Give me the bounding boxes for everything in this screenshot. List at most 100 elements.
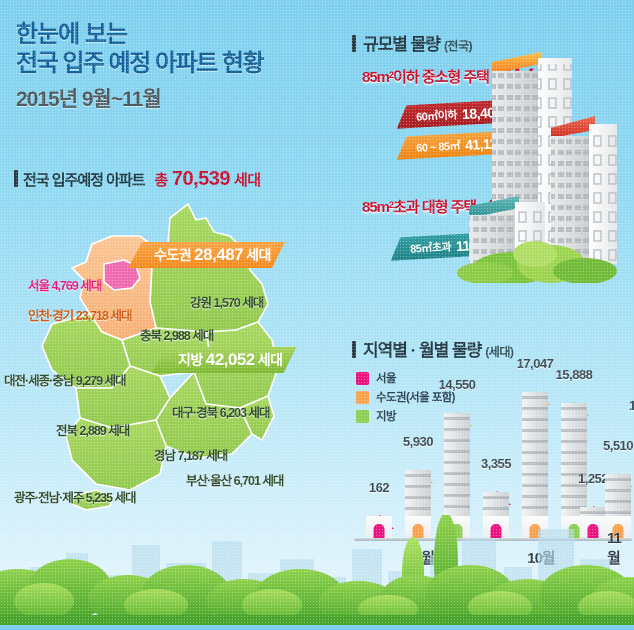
bar-nov-sudogwon: 5,510 — [603, 438, 634, 538]
total-prefix: 총 — [154, 172, 169, 189]
header-line-1: 한눈에 보는 — [16, 21, 128, 48]
map-label-gangwon: 강원 1,570 세대 — [190, 296, 264, 310]
page-header: 한눈에 보는 전국 입주 예정 아파트 현황 2015년 9월~11월 — [16, 20, 346, 113]
total-unit: 세대 — [234, 172, 261, 189]
header-line-2: 전국 입주 예정 아파트 현황 — [16, 50, 265, 78]
bar-value-nov-seoul: 1,252 — [577, 471, 609, 486]
map-label-gyeongbuk: 대구·경북 6,203 세대 — [172, 406, 270, 420]
map-label-jeonbuk: 전북 2,889 세대 — [56, 424, 130, 438]
bar-sep-sudogwon: 5,930 — [403, 434, 434, 538]
total-label: 전국 입주예정 아파트 — [23, 172, 146, 189]
map-banner-sudogwon-name: 수도권 — [154, 247, 192, 263]
bar-door — [373, 524, 385, 538]
section-bar-icon — [352, 35, 356, 52]
chart-heading: 지역별 · 월별 물량 (세대) — [352, 336, 634, 361]
bar-value-sep-sudogwon: 5,930 — [402, 434, 434, 449]
total-number: 70,539 — [171, 168, 231, 190]
stat-small-text2: 이하 중소형 주택 — [393, 69, 490, 86]
section-bar-icon — [14, 170, 18, 187]
map-banner-sudogwon-value: 28,487 — [194, 245, 244, 264]
bar-base — [580, 516, 606, 538]
stat-large-text2: 초과 대형 주택 — [393, 199, 477, 216]
building-mid — [551, 116, 617, 264]
bar-value-nov-jibang: 11,614 — [628, 398, 634, 413]
bar-shaft — [561, 403, 587, 516]
map-banner-sudogwon-unit: 세대 — [246, 247, 271, 263]
bar-oct-sudogwon: 17,047 — [517, 356, 554, 538]
map-banner-jibang: 지방 42,052 세대 — [152, 347, 297, 373]
shrub-cluster — [457, 241, 617, 284]
map-region-busan — [239, 395, 275, 441]
map-region-jeju — [71, 489, 113, 511]
chart-legend: 서울 수도권(서울 포함) 지방 — [356, 370, 456, 427]
ribbon-60-to-85-label: 60 ~ 85㎡ — [415, 139, 461, 155]
bar-door — [451, 524, 463, 538]
legend-item-sudogwon: 수도권(서울 포함) — [356, 389, 456, 405]
bar-shaft — [522, 392, 548, 516]
map-banner-jibang-name: 지방 — [178, 352, 203, 368]
bar-value-oct-seoul: 3,355 — [480, 456, 512, 471]
city-skyline-scenery — [0, 513, 634, 627]
ribbon-under-60-label: 60㎡이하 — [415, 108, 458, 124]
legend-swatch-sudogwon — [356, 390, 369, 404]
total-summary: 전국 입주예정 아파트 총 70,539 세대 — [14, 168, 261, 191]
bar-shaft — [605, 474, 631, 516]
legend-item-jibang: 지방 — [356, 408, 455, 424]
legend-swatch-seoul — [356, 371, 369, 385]
bar-door — [490, 524, 502, 538]
bar-value-sep-jibang: 14,550 — [438, 377, 476, 392]
map-banner-jibang-unit: 세대 — [257, 352, 283, 368]
map-banner-sudogwon: 수도권 28,487 세대 — [128, 242, 285, 268]
bar-sep-seoul: 162 — [366, 480, 394, 538]
bar-shaft — [483, 492, 509, 516]
bar-door — [529, 524, 541, 538]
map-label-gyeongnam: 경남 7,187 세대 — [154, 449, 228, 463]
legend-label-jibang: 지방 — [376, 411, 397, 423]
bar-nov-seoul: 1,252 — [578, 471, 609, 538]
apartment-illustration — [455, 38, 630, 288]
bar-value-sep-seoul: 162 — [368, 480, 390, 495]
bar-shaft — [405, 470, 431, 516]
header-period: 2015년 9월~11월 — [16, 87, 162, 111]
map-region-gangwon — [149, 203, 269, 333]
legend-swatch-jibang — [356, 409, 369, 423]
map-label-jeonnam: 광주·전남·제주 5,235 세대 — [14, 491, 137, 505]
bar-shaft — [444, 413, 470, 516]
legend-item-seoul: 서울 — [356, 370, 455, 386]
chart-heading-title: 지역별 · 월별 물량 — [363, 341, 482, 360]
bar-door — [587, 524, 599, 538]
chart-plot-area: 162 5,930 14,550 9월 3,355 — [352, 336, 634, 586]
bar-shaft — [580, 507, 606, 516]
bar-oct-seoul: 3,355 — [481, 456, 512, 538]
scale-section-heading: 규모별 물량 (전국) — [352, 30, 473, 55]
bar-value-oct-sudogwon: 17,047 — [516, 356, 554, 371]
chart-heading-sub: (세대) — [485, 345, 514, 359]
bar-door — [612, 524, 624, 538]
bar-base — [483, 516, 509, 538]
section-bar-icon — [352, 341, 356, 358]
bar-value-oct-jibang: 15,888 — [555, 367, 593, 382]
bar-base — [605, 516, 631, 538]
scenery-svg — [0, 513, 634, 627]
ribbon-over-85-label: 85㎡초과 — [409, 240, 452, 256]
legend-label-sudogwon: 수도권(서울 포함) — [376, 392, 456, 404]
stat-large-sup: 2 — [389, 200, 394, 210]
monthly-region-chart: 지역별 · 월별 물량 (세대) 서울 수도권(서울 포함) 지방 162 — [352, 336, 634, 586]
apartment-illustration-svg — [457, 52, 617, 284]
korea-map: 수도권 28,487 세대 지방 42,052 세대 서울 4,769 세대 인… — [0, 192, 340, 522]
stat-large-text: 85m — [362, 199, 390, 216]
bar-base — [405, 516, 431, 538]
scale-heading-sub: (전국) — [443, 39, 473, 53]
map-label-chungbuk: 충북 2,988 세대 — [140, 329, 214, 343]
bar-sep-jibang: 14,550 — [439, 377, 476, 538]
map-region-jeonnam — [65, 417, 167, 491]
bar-base — [366, 516, 392, 538]
stat-small-sup: 2 — [389, 70, 394, 80]
map-label-seoul: 서울 4,769 세대 — [28, 279, 102, 293]
bar-door — [412, 524, 424, 538]
bar-value-nov-sudogwon: 5,510 — [602, 438, 634, 453]
scale-heading-title: 규모별 물량 — [363, 35, 441, 54]
chart-xlabel-november: 11월 — [607, 530, 622, 567]
map-banner-jibang-value: 42,052 — [205, 350, 255, 369]
